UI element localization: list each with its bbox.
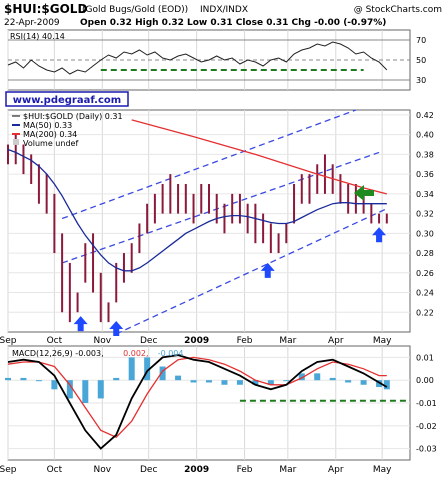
price-x-tick-label: 2009 xyxy=(184,336,209,346)
histogram-bar xyxy=(345,380,352,383)
histogram-bar xyxy=(267,380,274,385)
macd-line xyxy=(7,354,388,450)
price-tick-label: 0.26 xyxy=(416,269,434,278)
legend-entry: MA(50) 0.33 xyxy=(23,121,72,130)
price-tick-label: 0.30 xyxy=(416,229,434,238)
histogram-bar xyxy=(51,380,58,390)
histogram-bar xyxy=(283,380,290,382)
histogram-bar xyxy=(5,377,11,381)
macd-signal-line xyxy=(7,356,387,438)
histogram-bar xyxy=(252,380,259,385)
histogram-bar xyxy=(113,377,120,381)
ohlc-values: Open 0.32 High 0.32 Low 0.31 Close 0.31 … xyxy=(80,18,386,28)
chart-exchange: INDX/INDX xyxy=(200,5,248,15)
ma200-line xyxy=(131,119,387,195)
chart-date: 22-Apr-2009 xyxy=(4,18,60,28)
macd-legend-entry: -0.004 xyxy=(158,349,184,358)
macd-panel: 0.01 0.00 -0.01 -0.02 -0.03 MACD(12,26,9) -0.… xyxy=(5,345,437,461)
histogram-bar xyxy=(144,357,151,381)
price-x-tick-label: Oct xyxy=(47,336,63,346)
price-x-tick-label: Mar xyxy=(279,336,296,346)
price-x-tick-label: Sep xyxy=(0,336,17,346)
macd-x-axis: Sep Oct Nov Dec 2009 Feb Mar Apr May xyxy=(0,465,392,475)
macd-tick-label: 0.01 xyxy=(416,353,434,362)
macd-x-tick-label: Dec xyxy=(140,465,157,475)
histogram-bar xyxy=(190,380,197,383)
macd-tick-label: -0.03 xyxy=(416,445,437,454)
histogram-bar xyxy=(221,380,228,385)
price-tick-label: 0.36 xyxy=(416,170,434,179)
histogram-bar xyxy=(35,380,42,382)
price-x-tick-label: May xyxy=(373,336,392,346)
price-tick-label: 0.24 xyxy=(416,289,434,298)
price-x-tick-label: Nov xyxy=(94,336,112,346)
watermark-box xyxy=(5,91,129,107)
macd-x-tick-label: Nov xyxy=(94,465,112,475)
histogram-bar xyxy=(376,380,383,388)
copyright: @ StockCharts.com xyxy=(354,5,442,15)
price-tick-label: 0.38 xyxy=(416,150,434,159)
price-tick-label: 0.22 xyxy=(416,308,434,317)
legend-swatch xyxy=(13,139,19,145)
left-arrow-icon xyxy=(354,185,374,201)
legend-entry: Volume undef xyxy=(23,139,78,148)
price-tick-label: 0.32 xyxy=(416,210,434,219)
chart-symbol: $HUI:$GOLD xyxy=(4,2,87,16)
up-arrow-icon xyxy=(260,262,275,278)
price-x-tick-label: Apr xyxy=(328,336,344,346)
price-x-tick-label: Feb xyxy=(237,336,253,346)
macd-x-tick-label: Sep xyxy=(0,465,17,475)
price-tick-label: 0.42 xyxy=(416,111,434,120)
rsi-tick-label: 50 xyxy=(416,56,426,65)
up-arrow-icon xyxy=(73,316,88,332)
histogram-bar xyxy=(20,377,27,381)
histogram-bar xyxy=(314,373,321,381)
price-x-axis: Sep Oct Nov Dec 2009 Feb Mar Apr May xyxy=(0,336,392,346)
macd-x-tick-label: Oct xyxy=(47,465,63,475)
histogram-bar xyxy=(383,380,390,390)
legend-entry: MA(200) 0.34 xyxy=(23,130,77,139)
watermark-text[interactable]: www.pdegraaf.com xyxy=(13,95,121,106)
legend-entry: $HUI:$GOLD (Daily) 0.31 xyxy=(23,112,123,121)
histogram-bar xyxy=(329,377,336,381)
macd-tick-label: 0.00 xyxy=(416,376,434,385)
histogram-bar xyxy=(206,380,212,383)
price-x-tick-label: Dec xyxy=(140,336,157,346)
price-tick-label: 0.28 xyxy=(416,249,434,258)
ma50-line xyxy=(7,148,387,272)
macd-x-tick-label: 2009 xyxy=(184,465,209,475)
chart-description: (Gold Bugs/Gold (EOD)) xyxy=(82,5,188,15)
macd-legend-entry: MACD(12,26,9) -0.003, xyxy=(12,349,104,358)
up-arrow-icon xyxy=(372,227,387,243)
histogram-bar xyxy=(298,373,305,381)
histogram-bar xyxy=(97,380,104,399)
rsi-tick-label: 70 xyxy=(416,36,426,45)
macd-tick-label: -0.02 xyxy=(416,422,437,431)
up-arrow-icon xyxy=(109,321,124,337)
price-tick-label: 0.40 xyxy=(416,131,434,140)
histogram-bar xyxy=(66,380,73,399)
rsi-line xyxy=(7,41,388,75)
macd-tick-label: -0.01 xyxy=(416,399,437,408)
macd-x-tick-label: Mar xyxy=(279,465,296,475)
price-panel: 0.22 0.24 0.26 0.28 0.30 0.32 0.34 0.36 0.38 0.40… xyxy=(7,109,434,337)
histogram-bar xyxy=(128,357,135,381)
rsi-panel: 30 50 70 RSI(14) 40.14 xyxy=(7,29,426,91)
macd-legend-entry: 0.002, xyxy=(123,349,148,358)
macd-x-tick-label: Apr xyxy=(328,465,344,475)
price-tick-label: 0.34 xyxy=(416,190,434,199)
histogram-bar xyxy=(175,375,182,381)
rsi-title: RSI(14) 40.14 xyxy=(10,32,65,41)
macd-x-tick-label: Feb xyxy=(237,465,253,475)
channel-line xyxy=(61,151,380,264)
channel-line xyxy=(61,109,357,220)
histogram-bar xyxy=(236,380,243,385)
histogram-bar xyxy=(82,380,89,403)
macd-x-tick-label: May xyxy=(373,465,392,475)
histogram-bar xyxy=(159,366,166,381)
histogram-bar xyxy=(360,380,367,385)
rsi-tick-label: 30 xyxy=(416,76,426,85)
